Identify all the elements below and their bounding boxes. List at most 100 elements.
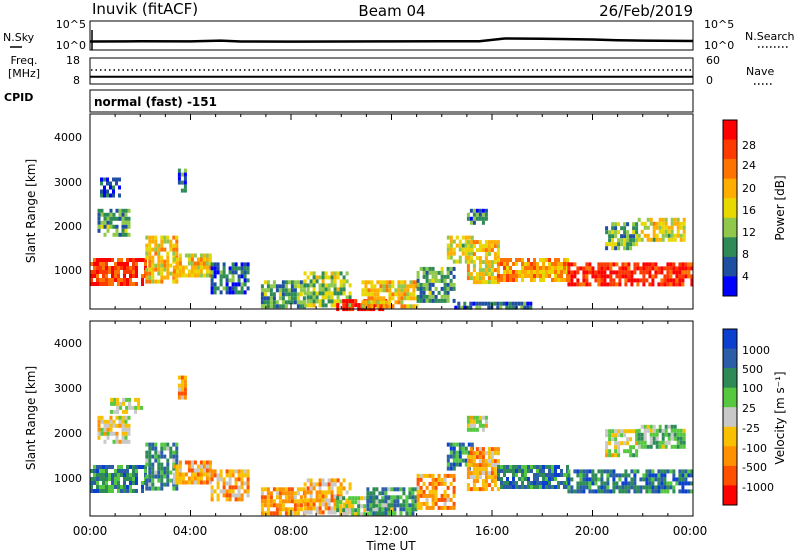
velocity-cell [117,477,120,481]
velocity-cell [676,440,680,445]
power-cell [633,278,637,283]
power-cell [490,240,494,245]
power-cell [145,247,149,252]
velocity-cell [387,495,391,500]
velocity-cell [360,512,364,517]
velocity-cell [318,490,322,495]
power-cell [345,279,349,284]
velocity-cell [129,485,132,489]
power-cell [145,255,149,260]
power-cell [614,230,618,235]
power-cell [472,268,476,273]
power-cell [425,278,429,283]
velocity-cell [600,485,604,490]
power-cell [554,266,557,270]
power-cell [606,274,610,279]
power-cell [166,235,170,240]
velocity-cell [611,437,615,442]
power-cell [523,305,527,310]
velocity-cell [443,501,447,506]
power-cell [205,253,209,258]
power-cell [111,270,114,274]
velocity-cell [318,478,322,483]
velocity-cell [617,429,621,434]
power-cell [370,284,374,289]
power-cell [333,271,337,276]
power-cell [109,193,112,198]
power-cell [151,235,155,240]
power-cell [266,304,270,309]
velocity-cell [681,473,685,478]
power-cell [449,286,453,291]
power-cell [576,266,580,271]
velocity-cell [484,415,488,420]
velocity-cell [449,446,453,451]
power-cell [618,274,622,279]
velocity-cell [132,473,135,477]
power-cell [183,184,187,189]
velocity-cell [487,459,491,464]
velocity-cell [309,510,313,515]
velocity-cell [240,473,244,478]
power-cell [237,274,241,279]
velocity-cell [567,473,571,478]
power-cell [467,235,471,240]
nsky-right-tick-top: 10^5 [704,18,734,31]
power-cell [627,262,631,267]
power-cell [585,270,589,275]
velocity-cell [309,506,313,511]
velocity-cell [126,469,129,473]
velocity-cell [303,498,307,503]
power-cell [512,278,515,282]
velocity-colorbar-tick: -500 [742,461,767,474]
power-cell [673,237,677,242]
velocity-cell [521,477,524,481]
velocity-cell [603,485,607,490]
velocity-cell [126,485,129,489]
power-cell [690,282,694,287]
velocity-cell [533,485,536,489]
velocity-cell [357,508,361,513]
power-cell [652,221,656,226]
power-cell [157,251,161,256]
power-cell [434,270,438,275]
power-cell [296,296,300,301]
power-cell [484,272,488,277]
velocity-cell [446,458,450,463]
power-cell [205,273,209,278]
power-cell [118,208,122,213]
velocity-cell [679,444,683,449]
power-cell [306,287,310,292]
power-cell [96,282,99,286]
power-cell [533,274,536,278]
power-cell [687,270,691,275]
velocity-cell [484,451,488,456]
power-cell [582,266,586,271]
power-cell [157,255,161,260]
power-cell [658,237,662,242]
power-cell [496,244,500,249]
velocity-cell [175,442,179,447]
velocity-cell [422,481,426,486]
power-cell [496,280,500,285]
power-cell [109,212,113,217]
power-cell [515,258,518,262]
power-cell [237,266,241,271]
power-cell [151,279,155,284]
velocity-cell [475,471,479,476]
power-cell [135,258,138,262]
velocity-cell [109,431,113,436]
power-cell [443,286,447,291]
velocity-cell [551,477,554,481]
velocity-cell [536,481,539,485]
velocity-cell [160,450,164,455]
velocity-cell [419,501,423,506]
velocity-cell [321,490,325,495]
velocity-cell [640,440,644,445]
velocity-cell [333,482,337,487]
power-cell [163,239,167,244]
power-cell [655,221,659,226]
velocity-cell [112,431,116,436]
velocity-cell [425,485,429,490]
velocity-cell [452,505,456,510]
